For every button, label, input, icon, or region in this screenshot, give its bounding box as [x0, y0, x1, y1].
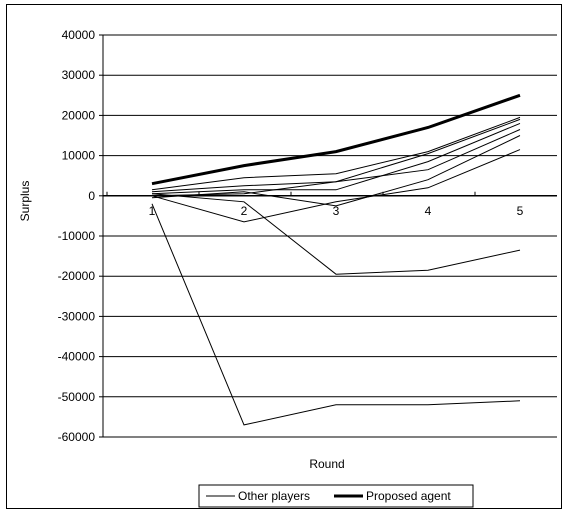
chart-frame: 40000 30000 20000 10000 0 -10000 -20000 -30000 -… — [6, 4, 568, 509]
y-tick-label: -30000 — [58, 309, 96, 323]
series-line-proposed-agent — [151, 93, 521, 186]
series-line-other-player — [151, 135, 521, 207]
x-tick-label: 3 — [333, 204, 340, 218]
y-axis-label: Surplus — [18, 181, 32, 222]
line-chart: 40000 30000 20000 10000 0 -10000 -20000 -30000 -… — [18, 28, 568, 508]
y-tick-label: -40000 — [58, 350, 96, 364]
series-line-other-player — [151, 116, 521, 191]
x-tick-label: 1 — [149, 204, 156, 218]
y-tick-label: -50000 — [58, 390, 96, 404]
series-lines — [151, 93, 521, 426]
y-tick-label: 40000 — [62, 28, 96, 42]
x-tick-label: 4 — [425, 204, 432, 218]
legend-label-other-players: Other players — [238, 489, 310, 503]
series-line-other-player — [151, 122, 521, 195]
y-tick-label: 10000 — [62, 149, 96, 163]
x-tick-label: 2 — [241, 204, 248, 218]
y-tick-label: -20000 — [58, 269, 96, 283]
series-line-other-player — [151, 203, 521, 426]
legend-label-proposed-agent: Proposed agent — [366, 489, 451, 503]
x-axis-label: Round — [309, 457, 344, 471]
y-tick-label: -10000 — [58, 229, 96, 243]
x-tick-label: 5 — [517, 204, 524, 218]
gridlines — [103, 34, 557, 438]
y-tick-label: 20000 — [62, 108, 96, 122]
y-tick-label: 30000 — [62, 68, 96, 82]
series-line-other-player — [151, 129, 521, 197]
y-tick-label: 0 — [88, 189, 95, 203]
series-line-other-player — [151, 149, 521, 223]
y-axis-ticks: 40000 30000 20000 10000 0 -10000 -20000 -30000 -… — [58, 28, 103, 444]
legend: Other players Proposed agent — [198, 484, 474, 508]
series-line-other-player — [151, 193, 521, 275]
y-tick-label: -60000 — [58, 430, 96, 444]
